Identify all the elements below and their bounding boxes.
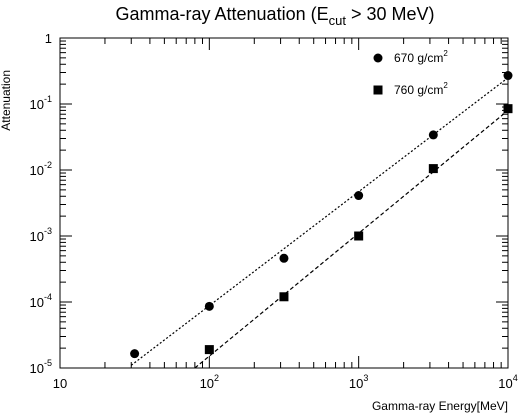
series-lines [130, 77, 508, 368]
x-axis-label: Gamma-ray Energy[MeV] [372, 399, 508, 413]
y-tick-label-exponent: -5 [44, 358, 52, 368]
series-0-point [204, 301, 214, 311]
x-tick-label-base: 10 [200, 376, 214, 391]
legend-label-0: 670 g/cm2 [394, 49, 448, 65]
y-tick-label: 1 [45, 31, 52, 46]
series-0-point [503, 71, 513, 81]
legend-marker-1 [373, 85, 383, 95]
series-0-point [428, 130, 438, 140]
y-tick-label: 10-3 [30, 226, 52, 244]
legend-label-text: 670 g/cm [394, 51, 443, 65]
chart-title-main: Gamma-ray Attenuation (E [116, 4, 329, 24]
chart-title: Gamma-ray Attenuation (Ecut > 30 MeV) [116, 4, 435, 28]
series-0-point [130, 349, 140, 359]
y-tick-label-exponent: -3 [44, 226, 52, 236]
x-tick-label: 102 [200, 373, 219, 391]
y-tick-label: 10-5 [30, 358, 52, 376]
y-tick-label: 10-4 [30, 292, 52, 310]
series-1-point [279, 292, 289, 302]
series-0-point [354, 191, 364, 201]
x-tick-label-exponent: 3 [363, 373, 368, 383]
legend-label-1: 760 g/cm2 [394, 81, 448, 97]
x-tick-label-base: 10 [349, 376, 363, 391]
y-tick-label-base: 10 [30, 163, 44, 178]
legend-label-text: 760 g/cm [394, 83, 443, 97]
series-0-fit-line [130, 77, 508, 366]
series-1-fit-line [194, 109, 508, 368]
plot-frame [59, 37, 509, 369]
x-tick-label-base: 10 [53, 376, 67, 391]
y-tick-label: 10-1 [30, 94, 52, 112]
legend-marker-0 [373, 53, 383, 63]
x-tick-label: 104 [498, 373, 517, 391]
x-tick-label: 10 [53, 376, 67, 391]
chart-title-rest: > 30 MeV) [346, 4, 435, 24]
y-tick-label: 10-2 [30, 160, 52, 178]
y-tick-label-base: 1 [45, 31, 52, 46]
y-axis-label: Attenuation [0, 70, 13, 131]
y-tick-label-base: 10 [30, 97, 44, 112]
legend-label-superscript: 2 [443, 81, 448, 90]
y-tick-label-base: 10 [30, 229, 44, 244]
series-1-point [354, 231, 364, 241]
y-tick-label-base: 10 [30, 295, 44, 310]
y-tick-label-exponent: -1 [44, 94, 52, 104]
legend-label-superscript: 2 [443, 49, 448, 58]
y-tick-label-exponent: -2 [44, 160, 52, 170]
x-tick-label-exponent: 2 [214, 373, 219, 383]
x-tick-label-base: 10 [498, 376, 512, 391]
y-tick-label-base: 10 [30, 361, 44, 376]
chart-title-subscript: cut [329, 13, 347, 28]
series-1-point [503, 104, 513, 114]
x-tick-label-exponent: 4 [513, 373, 518, 383]
series-0-point [279, 253, 289, 263]
x-tick-label: 103 [349, 373, 368, 391]
series-1-point [204, 345, 214, 355]
y-tick-label-exponent: -4 [44, 292, 52, 302]
series-1-point [428, 164, 438, 174]
